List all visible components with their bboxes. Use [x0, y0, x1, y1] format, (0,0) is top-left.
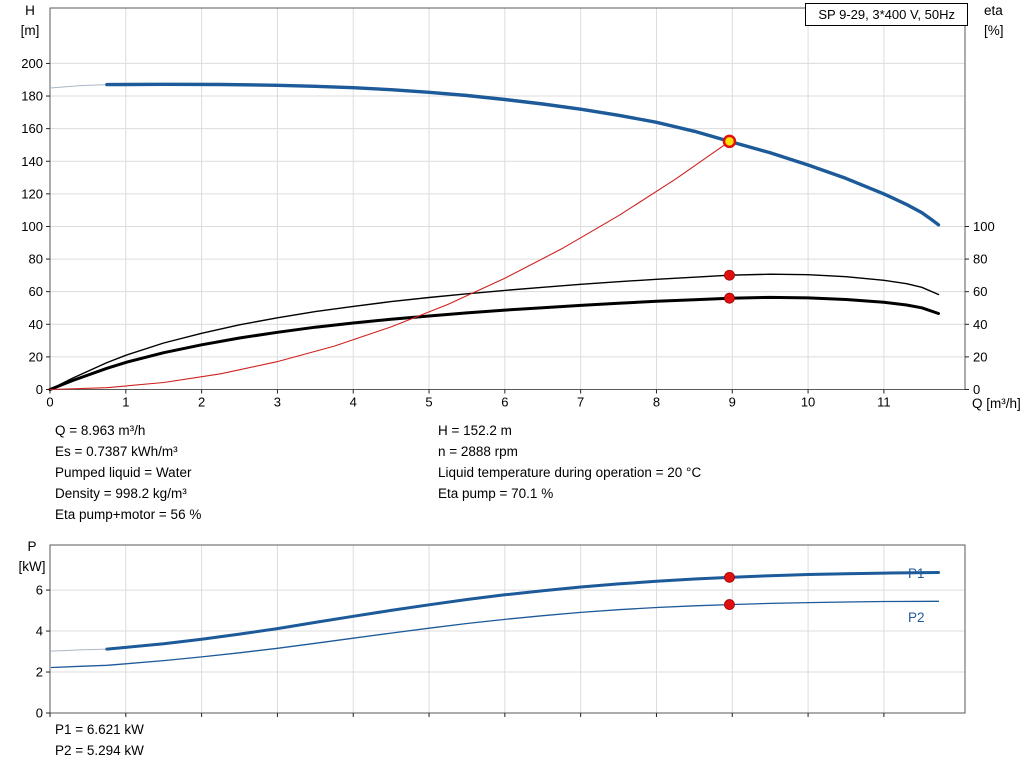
- duty-point: [722, 134, 737, 149]
- h-curve-lead-in: [51, 84, 108, 89]
- info-liquid-temperature: Liquid temperature during operation = 20…: [438, 465, 702, 480]
- h-axis-label: H [m]: [8, 1, 52, 41]
- x-tick-label: 11: [877, 395, 891, 410]
- x-tick-label: 1: [122, 395, 129, 410]
- x-tick-label: 9: [729, 395, 736, 410]
- info-eta-pump: Eta pump = 70.1 %: [438, 486, 554, 501]
- duty-info-left: Q = 8.963 m³/h Es = 0.7387 kWh/m³ Pumped…: [55, 420, 201, 525]
- h-axis-label-unit: [m]: [20, 23, 40, 38]
- x-tick-label: 10: [801, 395, 815, 410]
- x-tick-label: 4: [350, 395, 357, 410]
- q-axis-label: Q [m³/h]: [972, 396, 1021, 411]
- p2-point: [724, 599, 735, 610]
- p1-curve-lead-in: [51, 648, 108, 652]
- p2-curve-label: P2: [908, 610, 925, 625]
- h-axis-label-symbol: H: [25, 3, 35, 18]
- p-axis-label: P [kW]: [10, 537, 54, 577]
- x-tick-label: 8: [653, 395, 660, 410]
- info-flow: Q = 8.963 m³/h: [55, 423, 146, 438]
- eta-axis-label-unit: [%]: [984, 23, 1004, 38]
- x-tick-label: 5: [425, 395, 432, 410]
- info-speed: n = 2888 rpm: [438, 444, 518, 459]
- eta-pump-motor-point: [724, 292, 735, 304]
- x-tick-label: 6: [501, 395, 508, 410]
- y-tick-label: 60: [29, 284, 43, 299]
- y-tick-label: 6: [36, 583, 43, 598]
- y-tick-label: 80: [29, 252, 43, 267]
- info-density: Density = 998.2 kg/m³: [55, 486, 187, 501]
- y-right-tick-label: 60: [973, 284, 987, 299]
- y-tick-label: 20: [29, 349, 43, 364]
- y-tick-label: 120: [21, 186, 43, 201]
- p-axis-label-unit: [kW]: [18, 559, 46, 574]
- y-tick-label: 4: [36, 624, 43, 639]
- p1-value: P1 = 6.621 kW: [55, 722, 144, 737]
- p-axis-label-symbol: P: [27, 539, 37, 554]
- p1-point: [724, 571, 735, 583]
- p1-curve: [105, 571, 940, 651]
- p2-curve: [50, 600, 940, 669]
- eta-pump-point: [724, 269, 735, 281]
- info-head: H = 152.2 m: [438, 423, 512, 438]
- y-tick-label: 0: [36, 382, 43, 397]
- system-curve: [49, 140, 731, 391]
- h-curve: [105, 82, 941, 227]
- duty-info-right: H = 152.2 m n = 2888 rpm Liquid temperat…: [438, 420, 701, 504]
- power-values: P1 = 6.621 kW P2 = 5.294 kW: [55, 719, 144, 761]
- y-right-tick-label: 80: [973, 252, 987, 267]
- y-tick-label: 140: [21, 154, 43, 169]
- y-tick-label: 180: [21, 89, 43, 104]
- y-tick-label: 2: [36, 665, 43, 680]
- y-tick-label: 160: [21, 121, 43, 136]
- p2-value: P2 = 5.294 kW: [55, 743, 144, 758]
- y-tick-label: 100: [21, 219, 43, 234]
- y-right-tick-label: 100: [973, 219, 995, 234]
- y-tick-label: 0: [36, 706, 43, 721]
- y-right-tick-label: 0: [973, 382, 980, 397]
- eta-axis-label-symbol: eta: [984, 3, 1003, 18]
- y-right-tick-label: 20: [973, 349, 987, 364]
- y-tick-label: 40: [29, 317, 43, 332]
- x-tick-label: 0: [46, 395, 53, 410]
- x-tick-label: 2: [198, 395, 205, 410]
- eta-pump-motor-curve: [48, 295, 940, 391]
- plot-frame: [49, 7, 966, 390]
- hq-eta-chart: 0 20 40 60 80 100 120 140 160 180 200 0 20 40 60 80 100 0…: [21, 7, 995, 410]
- x-tick-label: 3: [274, 395, 281, 410]
- info-specific-energy: Es = 0.7387 kWh/m³: [55, 444, 178, 459]
- eta-axis-label: eta [%]: [984, 1, 1024, 41]
- x-tick-label: 7: [577, 395, 584, 410]
- info-eta-pump-motor: Eta pump+motor = 56 %: [55, 507, 202, 522]
- y-tick-label: 200: [21, 56, 43, 71]
- eta-pump-curve: [49, 273, 940, 391]
- power-chart: 0 2 4 6: [36, 544, 966, 721]
- p1-curve-label: P1: [908, 566, 925, 581]
- y-right-tick-label: 40: [973, 317, 987, 332]
- pump-model-title: SP 9-29, 3*400 V, 50Hz: [805, 3, 968, 26]
- info-pumped-liquid: Pumped liquid = Water: [55, 465, 192, 480]
- plot-frame: [49, 544, 966, 714]
